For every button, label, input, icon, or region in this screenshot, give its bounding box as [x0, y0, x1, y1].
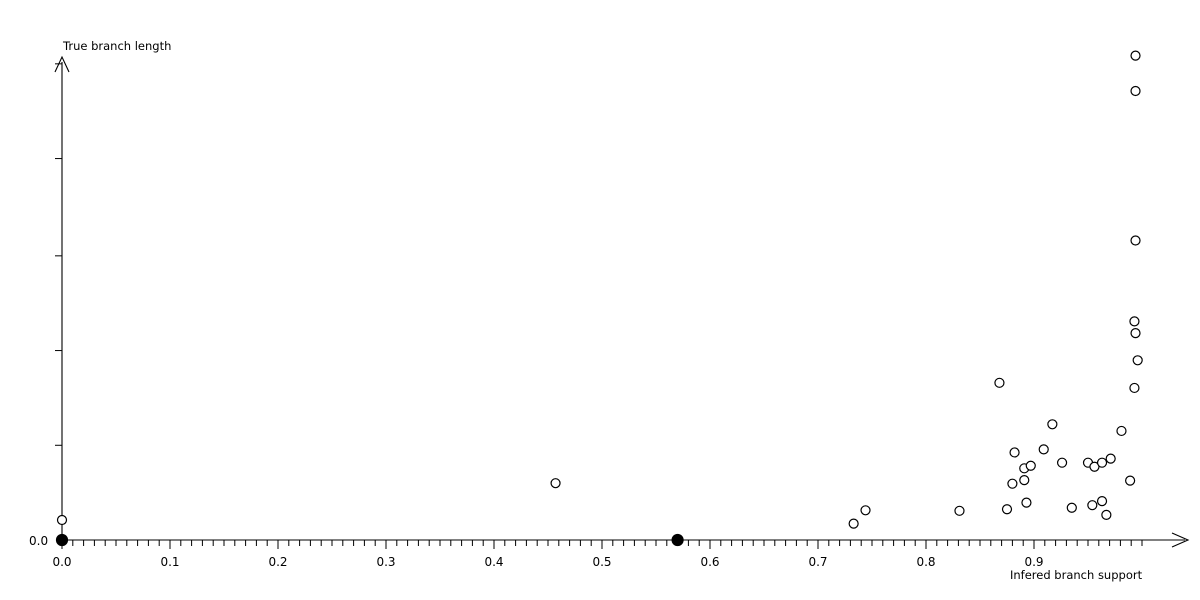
x-axis-tick-label: 0.7: [808, 555, 827, 569]
data-point: [56, 514, 68, 526]
data-point: [954, 505, 965, 516]
x-axis-tick-label: 0.6: [700, 555, 719, 569]
x-axis-tick-label: 0.0: [52, 555, 71, 569]
x-axis: [62, 532, 1190, 548]
data-point: [1056, 457, 1068, 468]
data-point: [1066, 502, 1077, 513]
data-point: [994, 377, 1005, 388]
y-axis-title: True branch length: [62, 39, 171, 53]
data-point: [1096, 495, 1108, 507]
x-axis-title: Infered branch support: [1010, 568, 1143, 582]
highlighted-data-point: [55, 533, 69, 547]
y-axis-tick-group: [55, 63, 62, 446]
x-axis-tick-label: 0.9: [1024, 555, 1043, 569]
data-point: [1132, 355, 1143, 366]
data-point-group: [55, 50, 1143, 547]
data-point: [1129, 382, 1140, 394]
x-axis-tick-label: 0.8: [916, 555, 935, 569]
y-axis-arrowhead: [54, 55, 70, 73]
x-axis-tick-label: 0.3: [376, 555, 395, 569]
x-axis-tick-label: 0.4: [484, 555, 503, 569]
data-point: [1021, 497, 1032, 508]
data-point: [1001, 504, 1013, 515]
data-point: [1025, 460, 1036, 471]
data-point: [1087, 500, 1098, 511]
y-origin-tick-label: 0.0: [29, 534, 48, 548]
data-point: [1007, 478, 1018, 489]
data-point: [1129, 316, 1140, 327]
data-point: [860, 505, 871, 516]
data-point: [550, 478, 561, 489]
data-point: [1009, 447, 1020, 458]
data-point: [1096, 457, 1108, 468]
data-point: [1130, 50, 1141, 61]
highlighted-data-point: [671, 533, 684, 547]
x-axis-tick-group: [61, 540, 1143, 549]
x-axis-tick-label: 0.1: [160, 555, 179, 569]
data-point: [1130, 85, 1141, 97]
data-point: [1105, 453, 1116, 464]
x-axis-arrowhead: [1171, 532, 1190, 548]
y-axis: [54, 55, 70, 540]
data-point: [1130, 328, 1141, 339]
data-point: [1047, 419, 1058, 430]
x-axis-tick-label-group: 0.0 0.1 0.2 0.3 0.4 0.5 0.6 0.7 0.8 0.9: [52, 555, 1043, 569]
data-point: [1038, 444, 1049, 455]
data-point: [848, 518, 859, 529]
data-point: [1089, 461, 1100, 472]
data-point: [1125, 475, 1136, 486]
data-point: [1101, 509, 1112, 521]
x-axis-tick-label: 0.5: [592, 555, 611, 569]
x-axis-tick-label: 0.2: [268, 555, 287, 569]
data-point: [1019, 475, 1030, 486]
data-point: [1130, 235, 1141, 246]
data-point: [1116, 425, 1127, 437]
